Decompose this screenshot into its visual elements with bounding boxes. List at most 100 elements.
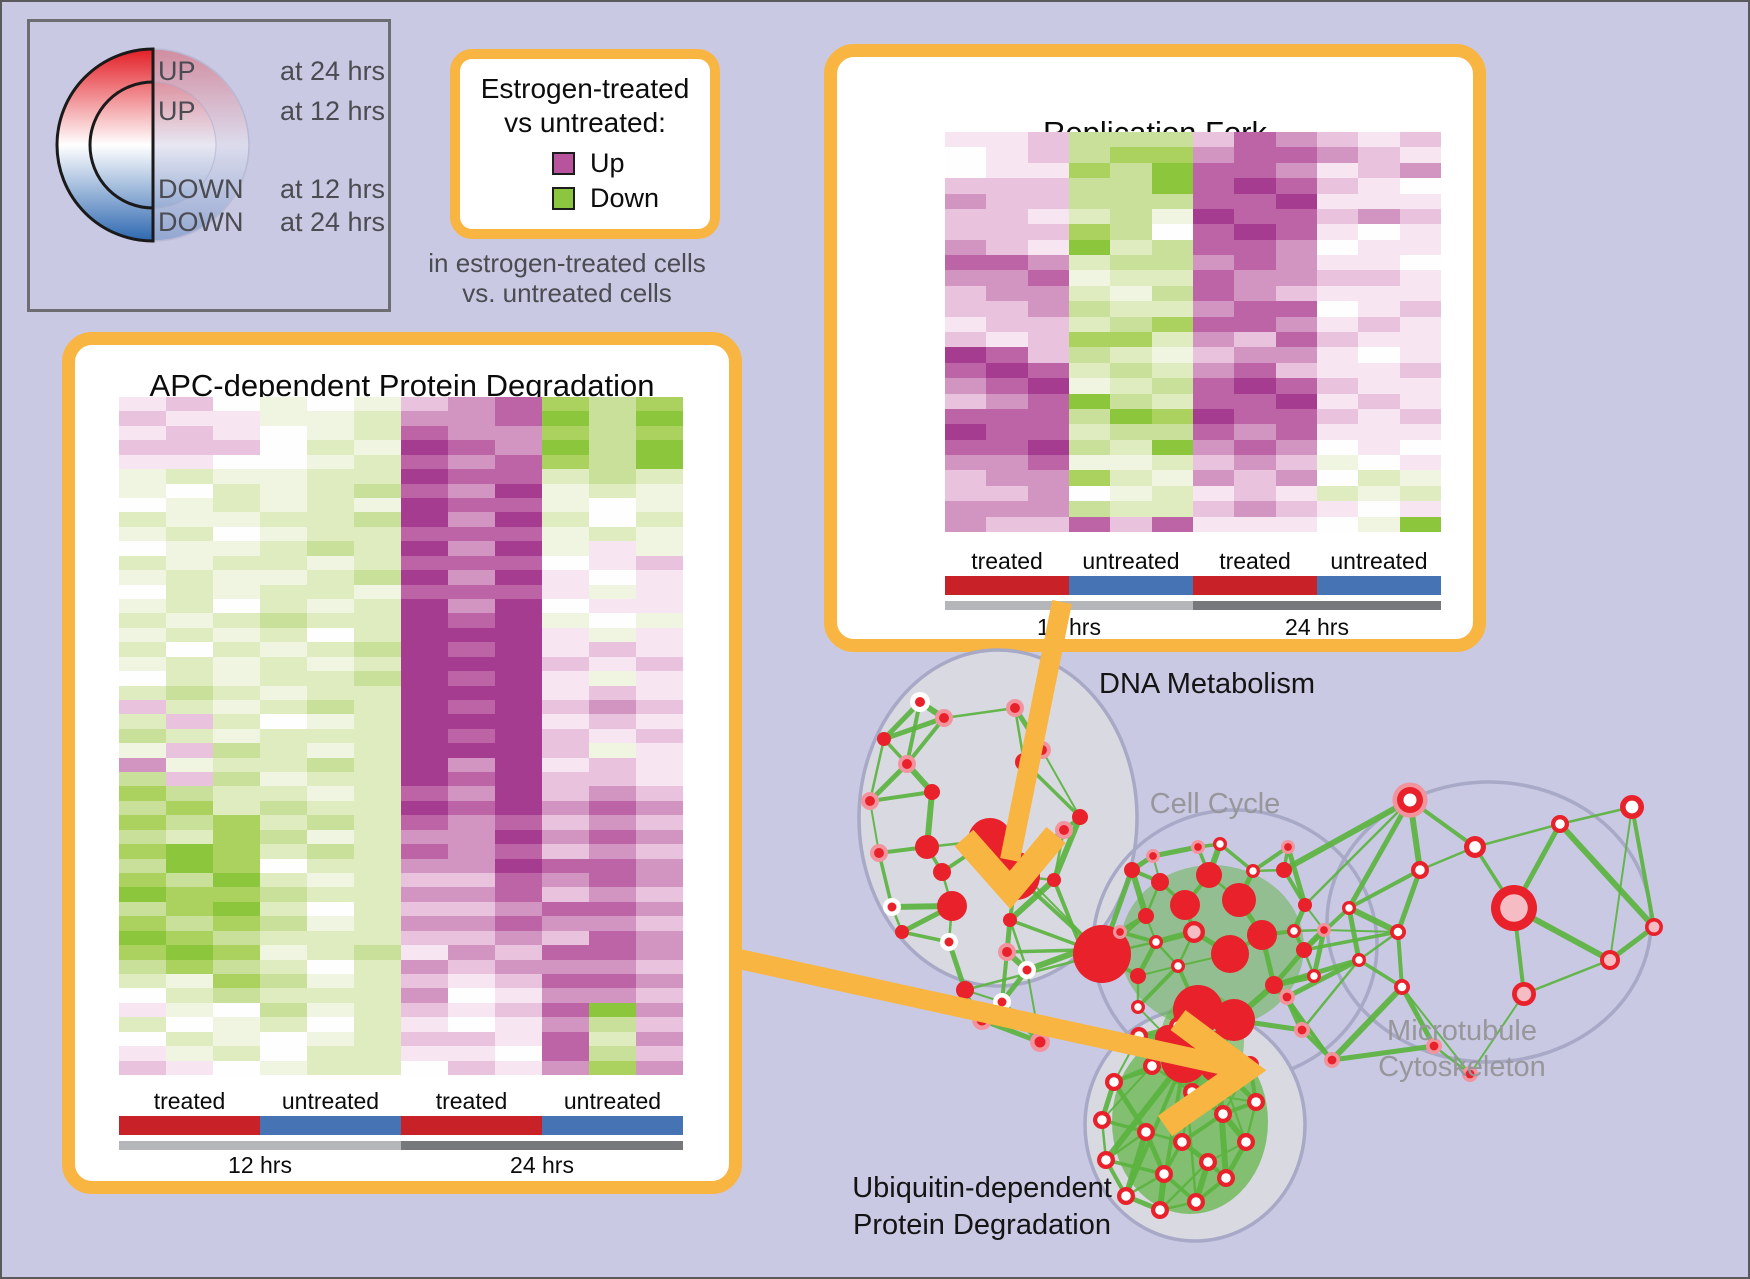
network-edge [1609,806,1633,961]
treated-color-bar [401,1116,542,1135]
network-node [1173,985,1223,1035]
heatmap-cell [119,541,166,556]
heatmap-cell [307,699,354,715]
heatmap-cell [307,526,354,542]
replication-fork-heatmap [945,132,1441,532]
heatmap-cell [166,772,213,787]
heatmap-cell [1192,362,1235,379]
network-edge [1135,940,1159,978]
network-node [1462,1066,1478,1082]
heatmap-group-label: untreated [563,1088,662,1114]
heatmap-cell [166,656,213,672]
network-node [939,713,949,723]
heatmap-cell [495,959,542,975]
network-edge [1137,965,1179,977]
heatmap-cell [1068,485,1111,502]
network-edge [891,903,953,910]
network-edge [1152,855,1161,883]
heatmap-cell [542,728,589,744]
heatmap-cell [119,959,166,975]
heatmap-cell [119,1046,166,1061]
network-edge [1181,1091,1193,1143]
heatmap-cell [166,483,213,498]
heatmap-cell [448,728,495,744]
heatmap-cell [213,411,260,426]
network-node [1137,1123,1155,1141]
network-node [1411,861,1429,879]
heatmap-cell [542,656,589,672]
heatmap-cell [945,501,987,517]
heatmap-cell [1192,393,1235,409]
network-node [883,898,901,916]
heatmap-cell [260,570,307,585]
network-node [1281,840,1295,854]
network-node [1217,1169,1235,1187]
heatmap-cell [401,555,448,571]
heatmap-cell [354,497,401,513]
heatmap-cell [1192,316,1235,332]
network-edge [1000,968,1029,1004]
network-node [1169,1017,1187,1035]
network-edge [1183,904,1196,933]
network-edge [1190,1039,1218,1093]
heatmap-cell [1234,239,1276,256]
heatmap-cell [636,671,683,686]
heatmap-cell [448,1002,495,1018]
heatmap-cell [1068,147,1111,163]
network-edge [1559,805,1633,826]
heatmap-cell [448,844,495,859]
heatmap-cell [448,397,495,412]
network-edge [1244,1101,1258,1143]
heatmap-cell [1275,224,1317,240]
heatmap-cell [1234,408,1276,425]
heatmap-cell [1316,347,1359,363]
network-edge [1300,1028,1334,1062]
heatmap-cell [1275,208,1317,225]
heatmap-cell [495,526,542,542]
heatmap-cell [1110,378,1152,394]
network-node [1279,989,1295,1005]
heatmap-cell [589,440,636,455]
network-edge [1145,1130,1183,1144]
heatmap-cell [307,1002,354,1018]
network-edge [1557,821,1657,930]
network-node [1093,1111,1111,1129]
heatmap-cell [119,772,166,787]
network-node [1415,865,1425,875]
network-node [1006,699,1024,717]
heatmap-cell [1316,255,1359,271]
network-node [1345,904,1353,912]
heatmap-cell [260,497,307,513]
heatmap-cell [354,901,401,917]
heatmap-cell [213,497,260,513]
heatmap-cell [401,930,448,946]
heatmap-cell [260,945,307,960]
heatmap-cell [945,208,987,225]
heatmap-cell [986,285,1028,302]
network-edge [1261,929,1295,937]
color-legend-title-line2: vs untreated: [504,107,666,138]
heatmap-cell [213,584,260,599]
heatmap-cell [166,743,213,758]
heatmap-cell [1234,393,1276,409]
network-node [1352,953,1366,967]
heatmap-cell [213,483,260,498]
heatmap-cell [1110,424,1152,440]
heatmap-cell [260,656,307,672]
network-edge [1285,957,1361,1000]
heatmap-cell [1110,285,1152,302]
heatmap-cell [1027,362,1069,379]
network-edge [1004,919,1013,953]
network-edge [1207,1141,1247,1163]
network-edge [1041,749,1081,818]
heatmap-cell [986,255,1028,271]
heatmap-cell [166,425,213,441]
heatmap-cell [1027,193,1069,209]
network-node [915,835,939,859]
bar-12hrs [119,1141,401,1150]
network-node [1161,1037,1207,1083]
heatmap-cell [589,757,636,773]
heatmap-cell [354,656,401,672]
heatmap-cell [354,887,401,902]
network-edge [1272,948,1306,987]
